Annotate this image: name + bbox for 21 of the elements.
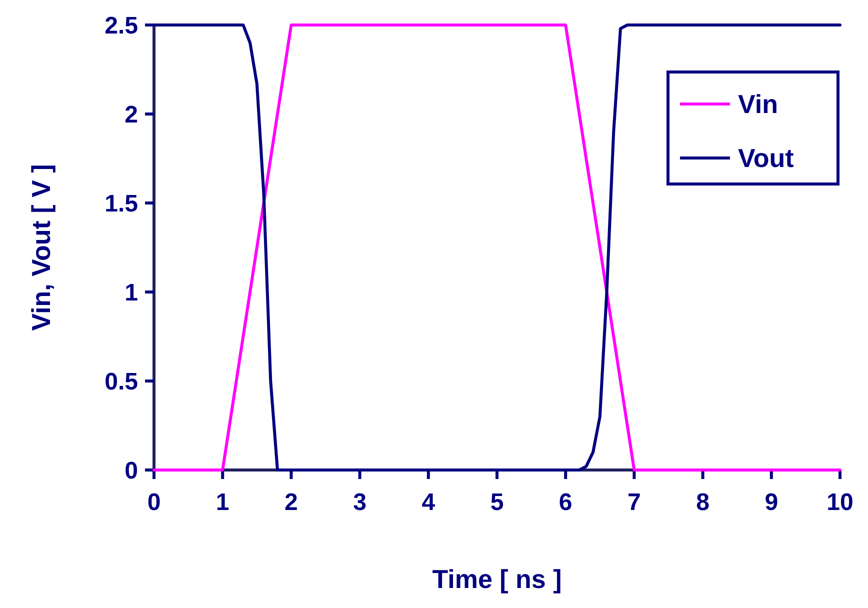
x-tick-label: 6 (558, 489, 572, 516)
y-tick-label: 2 (124, 101, 138, 128)
x-axis-title: Time [ ns ] (432, 564, 562, 594)
x-tick-label: 7 (628, 489, 641, 516)
x-tick-label: 3 (353, 489, 366, 516)
x-tick-label: 9 (764, 489, 778, 516)
y-axis-title: Vin, Vout [ V ] (26, 164, 56, 331)
legend-label: Vin (738, 89, 778, 120)
x-tick-label: 2 (284, 489, 298, 516)
legend-label: Vout (738, 143, 794, 174)
x-tick-label: 8 (696, 489, 710, 516)
x-tick-label: 10 (826, 489, 854, 516)
x-tick-label: 4 (422, 489, 436, 516)
y-tick-label: 2.5 (104, 12, 138, 40)
y-tick-label: 0 (124, 457, 138, 484)
x-tick-label: 1 (216, 489, 230, 516)
x-tick-label: 5 (490, 489, 504, 516)
y-tick-label: 0.5 (104, 368, 138, 396)
y-tick-label: 1 (124, 279, 138, 306)
x-tick-label: 0 (147, 489, 161, 516)
y-tick-label: 1.5 (104, 190, 138, 218)
